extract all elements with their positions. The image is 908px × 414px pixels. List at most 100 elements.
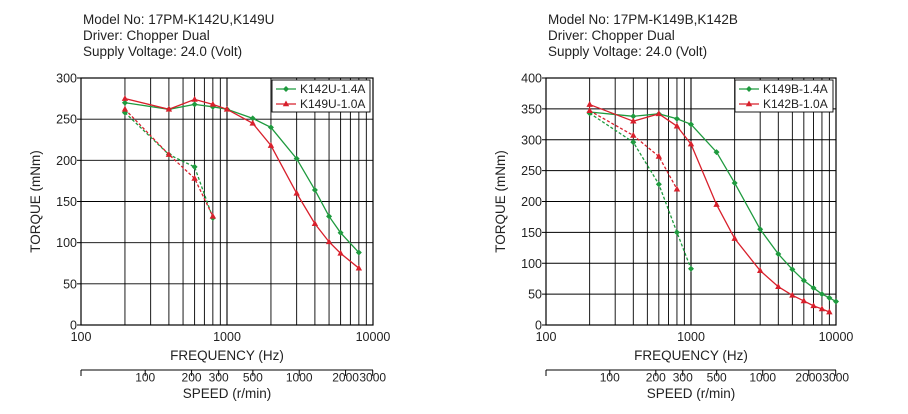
data-point [757,226,764,233]
data-point [223,105,231,112]
data-point [325,238,333,245]
data-point [826,308,833,315]
speed-tick-label: 3000 [822,371,849,385]
series-line [589,103,830,313]
data-point [630,139,637,146]
legend-label: K142B-1.0A [763,97,828,111]
y-tick-label: 100 [56,236,77,250]
y-tick-label: 0 [70,319,77,333]
data-point [731,235,738,241]
legend-label: K149U-1.0A [300,97,365,111]
data-point [673,122,681,129]
data-point [191,163,198,170]
data-point [630,117,637,124]
speed-tick-label: 100 [600,371,620,385]
data-point [833,298,839,305]
legend-box [734,79,834,113]
y-axis-label: TORQUE (mNm) [493,150,508,253]
speed-axis-label: SPEED (r/min) [183,386,272,401]
header-line: Model No: 17PM-K149B,K142B [548,12,738,27]
y-tick-label: 350 [521,102,542,116]
data-point [293,189,300,196]
y-tick-label: 100 [521,257,542,271]
data-point [311,186,318,193]
data-point [775,283,782,290]
data-point [586,107,593,114]
y-tick-label: 200 [521,195,542,209]
data-point [655,181,662,188]
x-tick-label: 100 [536,330,557,344]
y-tick-label: 0 [535,319,542,333]
y-tick-label: 300 [56,72,77,86]
y-tick-label: 200 [56,154,77,168]
data-point [775,250,782,257]
data-point [756,267,764,273]
data-point [121,95,129,101]
y-tick-label: 250 [56,113,77,127]
data-point [810,302,817,309]
speed-axis-label: SPEED (r/min) [647,386,736,401]
data-point [267,124,274,131]
series-line [589,110,678,190]
x-axis-label: FREQUENCY (Hz) [634,348,748,363]
data-point [311,220,319,227]
data-point [789,291,796,298]
series-green-pullout [586,108,839,305]
series-line [124,112,214,219]
data-point [800,277,807,284]
y-tick-label: 250 [521,164,542,178]
speed-tick-label: 1000 [286,371,313,385]
series-red-pullin [586,107,681,192]
series-red-pullout [121,95,363,271]
y-tick-label: 50 [63,277,77,291]
data-point [818,305,826,312]
data-point [655,110,663,117]
legend-box [271,79,371,113]
header-line: Driver: Chopper Dual [548,28,675,43]
data-point [191,101,198,108]
data-point [746,86,752,92]
data-point [630,131,637,138]
data-point [673,115,680,122]
x-tick-label: 1000 [213,330,241,344]
y-tick-label: 150 [56,195,77,209]
x-tick-label: 1000 [677,330,705,344]
data-point [673,185,681,192]
speed-tick-label: 300 [209,371,229,385]
data-point [165,151,173,157]
speed-tick-label: 200 [646,371,666,385]
data-point [818,291,825,298]
data-point [267,142,275,148]
series-green-pullout [121,99,362,256]
y-axis-label: TORQUE (mNm) [28,150,43,253]
data-point [731,179,738,186]
y-tick-label: 150 [521,226,542,240]
data-point [745,100,753,107]
data-point [209,212,217,219]
data-point [282,100,290,107]
speed-tick-label: 100 [135,371,155,385]
data-point [655,152,663,159]
speed-tick-label: 500 [707,371,727,385]
x-axis-label: FREQUENCY (Hz) [170,348,284,363]
data-point [673,229,680,236]
speed-tick-label: 500 [243,371,263,385]
header-line: Supply Voltage: 24.0 (Volt) [83,44,242,59]
data-point [713,149,720,156]
data-point [191,95,198,102]
series-line [589,111,837,303]
data-point [800,297,808,304]
speed-tick-label: 1000 [749,371,776,385]
series-line [124,102,360,253]
data-point [355,249,362,256]
data-point [121,99,128,106]
data-point [191,174,198,181]
data-point [586,101,593,107]
y-tick-label: 50 [528,288,542,302]
data-point [283,86,289,92]
